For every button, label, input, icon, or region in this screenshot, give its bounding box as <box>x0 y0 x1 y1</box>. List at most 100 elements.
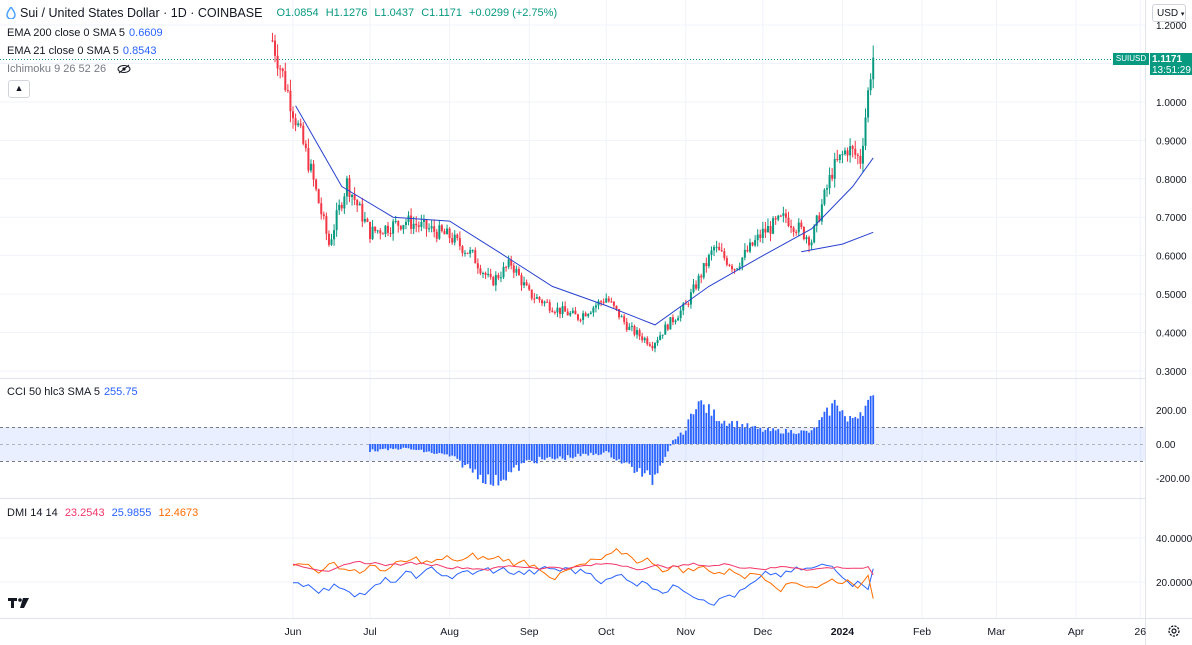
cci-bar <box>625 444 628 463</box>
ichimoku-legend[interactable]: Ichimoku 9 26 52 26 <box>7 63 131 75</box>
price-axis[interactable]: 1.20001.10001.00000.90000.80000.70000.60… <box>1156 21 1192 589</box>
candle-body <box>348 178 351 197</box>
last-price-value: 1.1171 <box>1152 54 1183 65</box>
candle-body <box>651 345 654 349</box>
candlestick-series[interactable] <box>271 32 875 353</box>
cci-bar <box>476 444 479 480</box>
cci-bar <box>797 433 800 444</box>
cci-bar <box>800 430 803 444</box>
cci-bar <box>700 400 703 444</box>
ema200-legend[interactable]: EMA 200 close 0 SMA 5 0.6609 <box>7 27 163 39</box>
settings-gear-icon[interactable] <box>1167 624 1181 638</box>
open-value: O1.0854 <box>276 7 319 19</box>
cci-bar <box>831 403 834 444</box>
dmi-plus-line[interactable] <box>293 563 874 606</box>
cci-bar <box>792 433 795 444</box>
cci-bar <box>533 444 536 464</box>
ema21-legend[interactable]: EMA 21 close 0 SMA 5 0.8543 <box>7 45 157 57</box>
cci-bar <box>512 444 515 468</box>
candle-body <box>271 40 274 42</box>
cci-bar <box>767 427 769 444</box>
cci-bar <box>805 430 808 444</box>
candle-body <box>376 230 379 232</box>
candle-body <box>715 246 718 248</box>
candle-body <box>623 316 626 322</box>
candle-body <box>582 313 585 320</box>
currency-selector[interactable]: USD ▾ <box>1152 4 1186 22</box>
ema200-label: EMA 200 close 0 SMA 5 <box>7 27 126 39</box>
cci-bar <box>548 444 551 457</box>
candle-body <box>292 111 294 119</box>
candle-body <box>625 321 628 330</box>
cci-bar <box>551 444 554 459</box>
cci-bar <box>846 421 849 444</box>
cci-bar <box>387 444 389 451</box>
candle-body <box>476 263 479 269</box>
ema21-line[interactable] <box>295 105 874 326</box>
cci-bar <box>862 415 864 444</box>
candle-body <box>325 216 328 234</box>
tradingview-logo-icon[interactable] <box>8 596 34 610</box>
cci-histogram[interactable] <box>369 395 875 486</box>
candle-body <box>525 282 528 286</box>
candle-body <box>774 218 777 220</box>
candle-body <box>664 324 667 335</box>
cci-bar <box>646 444 649 471</box>
cci-bar <box>736 420 739 444</box>
candle-body <box>492 277 495 286</box>
cci-bar <box>872 395 875 444</box>
candle-body <box>669 317 672 330</box>
cci-bar <box>795 433 798 444</box>
candle-body <box>849 146 852 156</box>
candle-body <box>338 204 341 211</box>
ema200-line[interactable] <box>801 231 874 253</box>
candle-body <box>756 234 759 241</box>
eye-off-icon[interactable] <box>117 64 131 74</box>
candle-body <box>677 318 680 321</box>
cci-bar <box>466 444 469 465</box>
candle-body <box>333 230 336 240</box>
cci-bar <box>379 444 382 450</box>
adx-line[interactable] <box>292 560 874 576</box>
candle-body <box>510 259 513 266</box>
cci-bar <box>579 444 582 457</box>
candle-body <box>466 252 469 254</box>
cci-bar <box>538 444 541 457</box>
candle-body <box>433 226 436 232</box>
dmi-series[interactable] <box>292 548 874 606</box>
candle-body <box>815 215 818 226</box>
candle-body <box>407 215 410 223</box>
cci-bar <box>746 423 749 444</box>
cci-bar <box>446 444 448 455</box>
candle-body <box>422 219 425 223</box>
cci-bar <box>520 444 523 464</box>
ema-series[interactable] <box>295 105 874 326</box>
cci-bar <box>669 444 672 446</box>
change-value: +0.0299 (+2.75%) <box>469 7 558 19</box>
cci-bar <box>610 444 613 458</box>
candle-body <box>523 282 526 286</box>
dmi-legend[interactable]: DMI 14 14 23.2543 25.9855 12.4673 <box>7 507 198 519</box>
cci-bar <box>577 444 579 454</box>
time-axis[interactable]: Jun Jul Aug Sep Oct Nov Dec 2024 Feb Mar Apr 26 <box>285 626 1147 638</box>
candle-body <box>579 319 582 321</box>
symbol-title[interactable]: Sui / United States Dollar · 1D · COINBA… <box>20 6 263 20</box>
time-axis-label: 2024 <box>831 626 855 638</box>
time-axis-label: Jul <box>363 626 376 638</box>
candle-body <box>330 239 333 245</box>
candle-body <box>587 313 590 317</box>
cci-bar <box>813 427 816 444</box>
collapse-legend-button[interactable]: ▲ <box>8 80 30 98</box>
time-axis-label: Mar <box>987 626 1006 638</box>
candle-body <box>279 68 282 70</box>
dmi-minus-line[interactable] <box>292 548 874 599</box>
cci-legend[interactable]: CCI 50 hlc3 SMA 5 255.75 <box>7 386 138 398</box>
cci-bar <box>566 444 569 456</box>
candle-body <box>461 246 464 254</box>
candle-body <box>515 269 518 273</box>
candle-body <box>818 215 821 222</box>
candle-body <box>725 258 728 265</box>
candle-body <box>389 232 392 234</box>
candle-body <box>309 163 312 171</box>
